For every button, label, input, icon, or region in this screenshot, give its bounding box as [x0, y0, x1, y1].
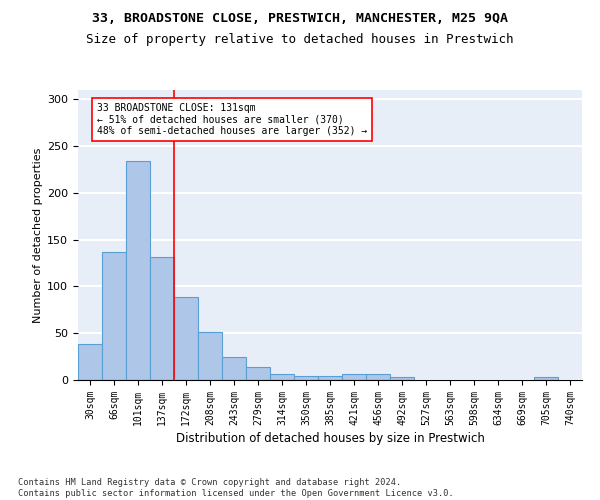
Bar: [174, 296, 198, 380]
Bar: [78, 344, 102, 380]
Y-axis label: Number of detached properties: Number of detached properties: [33, 148, 43, 322]
X-axis label: Distribution of detached houses by size in Prestwich: Distribution of detached houses by size …: [176, 432, 484, 445]
Bar: [270, 374, 294, 380]
Bar: [390, 377, 414, 380]
Bar: [294, 376, 318, 380]
Bar: [342, 374, 366, 380]
Bar: [366, 374, 390, 380]
Bar: [246, 367, 270, 380]
Text: 33 BROADSTONE CLOSE: 131sqm
← 51% of detached houses are smaller (370)
48% of se: 33 BROADSTONE CLOSE: 131sqm ← 51% of det…: [97, 103, 367, 136]
Bar: [102, 252, 126, 380]
Bar: [534, 377, 558, 380]
Bar: [318, 376, 342, 380]
Bar: [222, 356, 246, 380]
Text: 33, BROADSTONE CLOSE, PRESTWICH, MANCHESTER, M25 9QA: 33, BROADSTONE CLOSE, PRESTWICH, MANCHES…: [92, 12, 508, 26]
Bar: [126, 161, 150, 380]
Text: Size of property relative to detached houses in Prestwich: Size of property relative to detached ho…: [86, 32, 514, 46]
Bar: [150, 258, 174, 380]
Text: Contains HM Land Registry data © Crown copyright and database right 2024.
Contai: Contains HM Land Registry data © Crown c…: [18, 478, 454, 498]
Bar: [198, 332, 222, 380]
